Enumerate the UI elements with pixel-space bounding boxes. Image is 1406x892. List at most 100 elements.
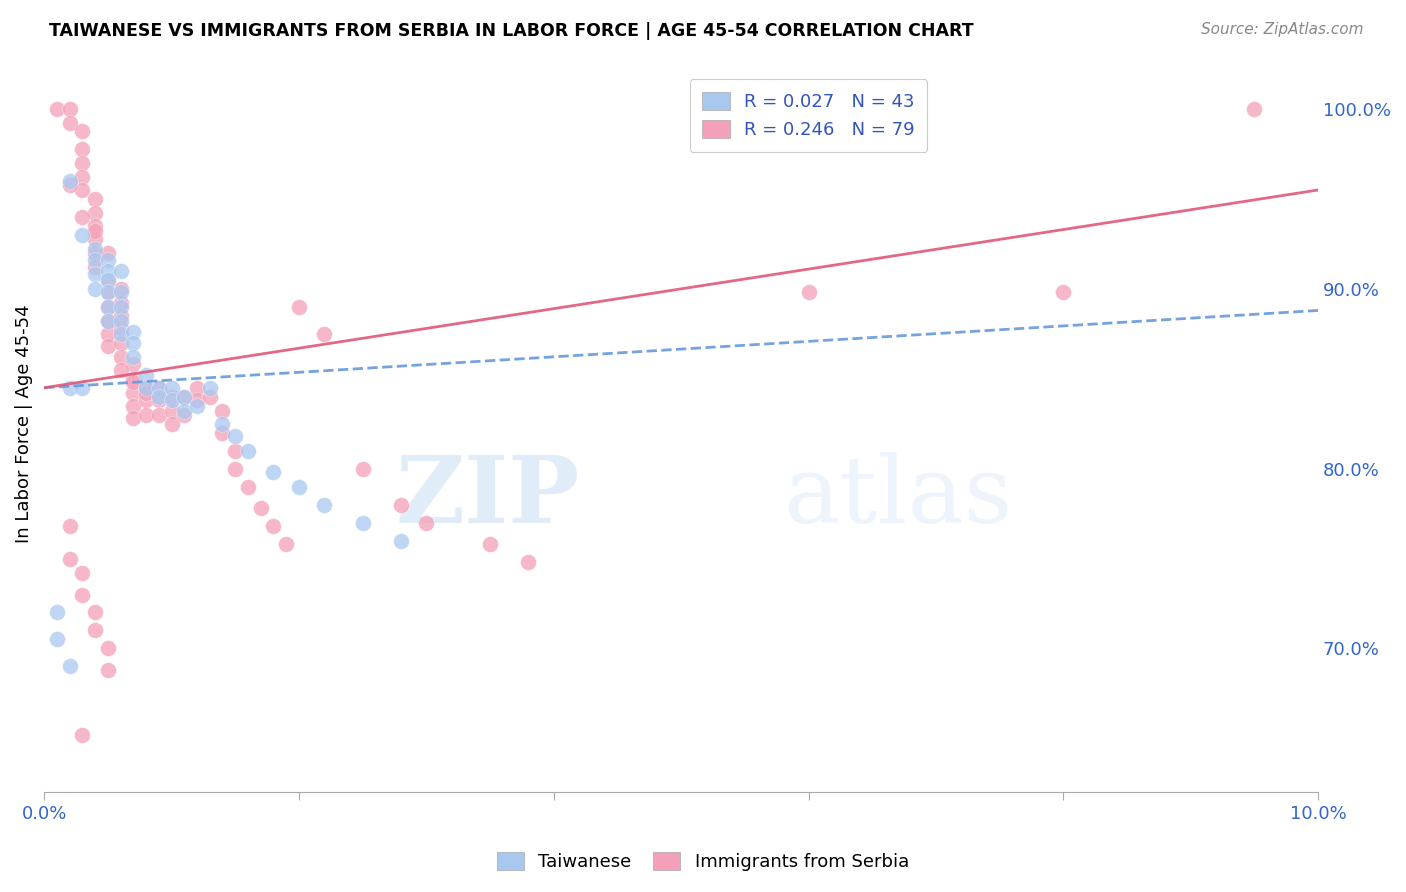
Point bbox=[97, 663, 120, 677]
Point bbox=[45, 102, 67, 116]
Point bbox=[173, 390, 195, 404]
Point bbox=[110, 300, 132, 314]
Point bbox=[122, 350, 145, 364]
Point bbox=[198, 390, 221, 404]
Point bbox=[262, 519, 284, 533]
Point bbox=[352, 461, 374, 475]
Point bbox=[415, 516, 437, 530]
Point bbox=[352, 516, 374, 530]
Point bbox=[58, 519, 80, 533]
Point bbox=[72, 728, 94, 742]
Point bbox=[84, 606, 107, 620]
Point bbox=[97, 246, 120, 260]
Legend: R = 0.027   N = 43, R = 0.246   N = 79: R = 0.027 N = 43, R = 0.246 N = 79 bbox=[690, 78, 927, 152]
Point bbox=[122, 357, 145, 371]
Text: atlas: atlas bbox=[783, 452, 1012, 542]
Point bbox=[1052, 285, 1074, 300]
Point bbox=[58, 659, 80, 673]
Point bbox=[186, 399, 208, 413]
Point bbox=[84, 231, 107, 245]
Point bbox=[122, 386, 145, 401]
Point bbox=[186, 393, 208, 408]
Point bbox=[288, 300, 311, 314]
Point bbox=[148, 393, 170, 408]
Point bbox=[249, 501, 271, 516]
Point bbox=[148, 381, 170, 395]
Point bbox=[262, 465, 284, 479]
Point bbox=[122, 335, 145, 350]
Point bbox=[72, 170, 94, 185]
Point bbox=[224, 461, 246, 475]
Point bbox=[160, 404, 183, 418]
Point bbox=[135, 386, 157, 401]
Point bbox=[72, 210, 94, 224]
Point bbox=[84, 206, 107, 220]
Point bbox=[84, 219, 107, 233]
Point bbox=[148, 390, 170, 404]
Point bbox=[72, 566, 94, 580]
Point bbox=[72, 587, 94, 601]
Legend: Taiwanese, Immigrants from Serbia: Taiwanese, Immigrants from Serbia bbox=[489, 845, 917, 879]
Point bbox=[84, 624, 107, 638]
Point bbox=[84, 224, 107, 238]
Point bbox=[148, 381, 170, 395]
Point bbox=[288, 480, 311, 494]
Point bbox=[97, 300, 120, 314]
Point bbox=[84, 282, 107, 296]
Point bbox=[110, 314, 132, 328]
Point bbox=[1243, 102, 1265, 116]
Point bbox=[97, 314, 120, 328]
Point bbox=[72, 381, 94, 395]
Point bbox=[479, 537, 502, 551]
Point bbox=[211, 417, 233, 431]
Point bbox=[211, 425, 233, 440]
Point bbox=[236, 480, 259, 494]
Point bbox=[58, 551, 80, 566]
Point bbox=[84, 246, 107, 260]
Text: TAIWANESE VS IMMIGRANTS FROM SERBIA IN LABOR FORCE | AGE 45-54 CORRELATION CHART: TAIWANESE VS IMMIGRANTS FROM SERBIA IN L… bbox=[49, 22, 974, 40]
Point bbox=[97, 273, 120, 287]
Point bbox=[45, 632, 67, 647]
Point bbox=[97, 264, 120, 278]
Point bbox=[72, 227, 94, 242]
Point bbox=[135, 408, 157, 422]
Point bbox=[97, 326, 120, 341]
Point bbox=[148, 408, 170, 422]
Point bbox=[97, 314, 120, 328]
Point bbox=[72, 123, 94, 137]
Point bbox=[122, 325, 145, 339]
Point bbox=[110, 296, 132, 310]
Point bbox=[122, 411, 145, 425]
Point bbox=[160, 417, 183, 431]
Point bbox=[97, 641, 120, 656]
Point bbox=[314, 326, 336, 341]
Y-axis label: In Labor Force | Age 45-54: In Labor Force | Age 45-54 bbox=[15, 304, 32, 543]
Point bbox=[58, 174, 80, 188]
Point bbox=[122, 372, 145, 386]
Point bbox=[211, 404, 233, 418]
Point bbox=[389, 498, 412, 512]
Point bbox=[58, 102, 80, 116]
Point bbox=[110, 363, 132, 377]
Point bbox=[135, 393, 157, 408]
Point bbox=[72, 183, 94, 197]
Point bbox=[517, 555, 540, 569]
Point bbox=[72, 142, 94, 156]
Point bbox=[135, 368, 157, 383]
Point bbox=[160, 390, 183, 404]
Point bbox=[173, 408, 195, 422]
Point bbox=[224, 429, 246, 443]
Point bbox=[97, 253, 120, 268]
Point bbox=[122, 376, 145, 390]
Point bbox=[58, 381, 80, 395]
Point bbox=[84, 268, 107, 282]
Point bbox=[198, 381, 221, 395]
Point bbox=[110, 282, 132, 296]
Point bbox=[45, 606, 67, 620]
Point bbox=[58, 178, 80, 192]
Point bbox=[389, 533, 412, 548]
Point bbox=[97, 339, 120, 353]
Point bbox=[236, 443, 259, 458]
Point bbox=[160, 381, 183, 395]
Point bbox=[84, 260, 107, 275]
